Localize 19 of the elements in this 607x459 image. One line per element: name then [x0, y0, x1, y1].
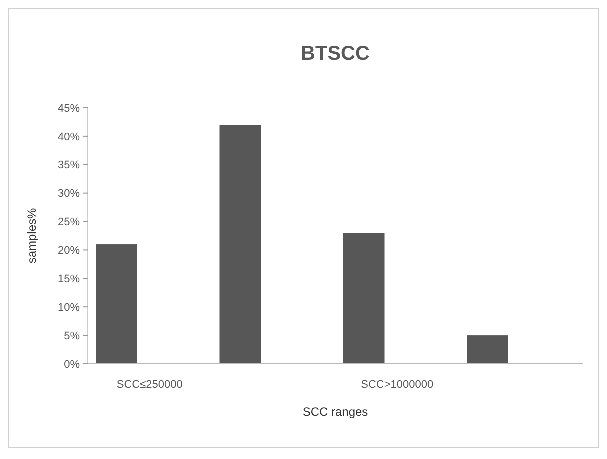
y-tick-label: 25%: [58, 216, 80, 229]
chart-title: BTSCC: [301, 43, 370, 65]
y-tick-label: 5%: [64, 330, 80, 342]
y-tick-label: 40%: [58, 131, 80, 144]
y-tick-label: 15%: [58, 274, 80, 286]
bar: [467, 336, 508, 364]
y-tick-label: 20%: [58, 245, 80, 258]
x-tick-label: SCC≤250000: [116, 379, 183, 391]
y-tick-label: 35%: [58, 160, 80, 172]
y-tick-label: 0%: [64, 358, 80, 371]
bar: [96, 244, 138, 364]
bar: [344, 233, 385, 364]
x-axis-title: SCC ranges: [302, 405, 368, 419]
bar: [220, 125, 261, 364]
y-axis-title: samples%: [25, 208, 39, 264]
y-tick-label: 30%: [58, 188, 80, 200]
y-tick-label: 45%: [58, 102, 80, 115]
y-tick-label: 10%: [58, 302, 80, 314]
x-tick-label: SCC>1000000: [361, 379, 434, 391]
